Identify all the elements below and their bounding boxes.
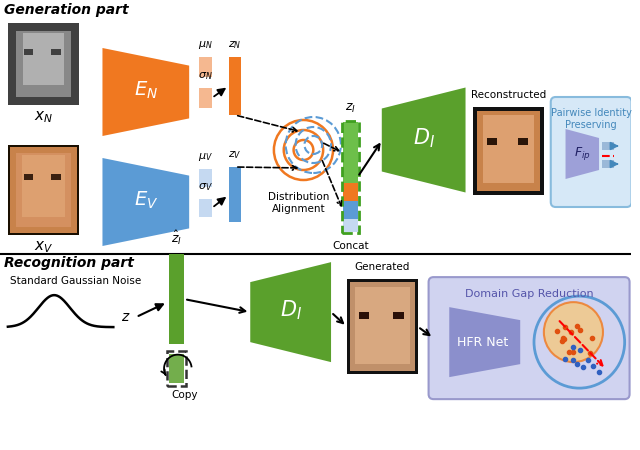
FancyBboxPatch shape	[551, 97, 632, 207]
Bar	[24, 174, 33, 180]
Text: Distribution
Alignment: Distribution Alignment	[268, 192, 329, 214]
Bar	[8, 23, 79, 105]
Bar	[602, 142, 614, 150]
Text: HFR Net: HFR Net	[457, 336, 508, 349]
Bar	[602, 160, 614, 168]
Circle shape	[544, 302, 603, 362]
Bar	[170, 254, 184, 344]
Text: $D_I$: $D_I$	[413, 126, 435, 150]
Bar	[473, 107, 544, 195]
Text: Generation part: Generation part	[4, 3, 129, 17]
Text: $z_I$: $z_I$	[345, 102, 356, 115]
Polygon shape	[250, 262, 331, 362]
FancyBboxPatch shape	[429, 277, 630, 399]
Text: $\hat{z}_I$: $\hat{z}_I$	[172, 229, 182, 247]
Text: Concat: Concat	[332, 241, 369, 251]
Text: $z$: $z$	[122, 310, 131, 324]
Polygon shape	[449, 307, 520, 377]
Text: $z_N$: $z_N$	[228, 39, 242, 51]
Text: $\mu_V$: $\mu_V$	[198, 151, 213, 163]
Bar	[51, 174, 61, 180]
Bar	[228, 57, 241, 115]
Bar	[342, 121, 358, 233]
Text: $E_V$: $E_V$	[134, 189, 158, 211]
Text: $\mu_N$: $\mu_N$	[198, 39, 213, 51]
Text: Domain Gap Reduction: Domain Gap Reduction	[465, 289, 593, 299]
Bar	[350, 282, 415, 371]
Bar	[199, 88, 212, 108]
Bar	[22, 33, 64, 85]
Bar	[199, 199, 212, 217]
Text: Generated: Generated	[355, 262, 410, 272]
Text: $\mathit{x}_N$: $\mathit{x}_N$	[34, 109, 53, 125]
Bar	[199, 57, 212, 77]
Bar	[347, 279, 418, 374]
Bar	[343, 219, 358, 232]
Bar	[8, 23, 79, 105]
Bar	[343, 183, 358, 201]
Bar	[51, 49, 61, 55]
Polygon shape	[382, 87, 465, 193]
Bar	[10, 147, 77, 233]
Bar	[343, 122, 358, 183]
Text: Copy: Copy	[172, 390, 198, 400]
Bar	[168, 351, 186, 386]
Text: Standard Gaussian Noise: Standard Gaussian Noise	[10, 276, 141, 286]
Bar	[358, 312, 369, 319]
Text: Recognition part: Recognition part	[4, 256, 134, 270]
Bar	[355, 287, 410, 364]
Bar	[199, 169, 212, 187]
Text: $F_{ip}$: $F_{ip}$	[574, 145, 591, 162]
Text: $E_N$: $E_N$	[134, 79, 158, 101]
Text: $\sigma_N$: $\sigma_N$	[198, 70, 212, 82]
Bar	[170, 354, 184, 383]
Bar	[486, 138, 497, 145]
Bar	[16, 153, 71, 227]
Bar	[393, 312, 404, 319]
Text: $\sigma_V$: $\sigma_V$	[198, 181, 213, 193]
Text: $\mathit{x}_V$: $\mathit{x}_V$	[34, 239, 53, 255]
Bar	[343, 201, 358, 219]
Bar	[16, 31, 71, 97]
Polygon shape	[102, 158, 189, 246]
Text: $z_V$: $z_V$	[228, 149, 242, 161]
Text: $D_I$: $D_I$	[280, 298, 301, 322]
Bar	[518, 138, 528, 145]
Bar	[477, 111, 540, 191]
Bar	[8, 145, 79, 235]
Bar	[24, 49, 33, 55]
Polygon shape	[566, 129, 599, 179]
Text: Pairwise Identity
Preserving: Pairwise Identity Preserving	[550, 108, 632, 130]
Bar	[22, 155, 65, 217]
Bar	[483, 115, 534, 183]
Text: Reconstructed: Reconstructed	[471, 90, 546, 100]
Polygon shape	[102, 48, 189, 136]
Bar	[228, 167, 241, 222]
